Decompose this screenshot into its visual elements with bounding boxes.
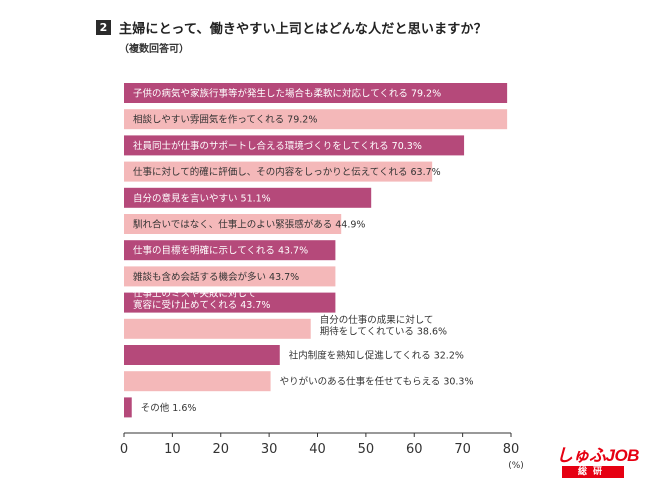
bar-7 bbox=[124, 240, 336, 261]
bar-label-1: 子供の病気や家族行事等が発生した場合も柔軟に対応してくれる 79.2% bbox=[133, 88, 441, 100]
bar-2 bbox=[124, 109, 508, 130]
bar-label-3: 社員同士が仕事のサポートし合える環境づくりをしてくれる 70.3% bbox=[133, 140, 422, 152]
x-axis-unit: (%) bbox=[508, 461, 524, 471]
bar-8 bbox=[124, 266, 336, 287]
bar-3 bbox=[124, 135, 465, 156]
brand-logo-sub: 総研 bbox=[562, 466, 624, 478]
brand-logo: しゅふJOB 総研 bbox=[556, 446, 639, 478]
bar-label-5: 自分の意見を言いやすい 51.1% bbox=[133, 192, 271, 204]
x-tick-label-50: 50 bbox=[358, 442, 375, 457]
x-tick-label-20: 20 bbox=[212, 442, 229, 457]
question-subtitle: （複数回答可） bbox=[119, 44, 189, 55]
bar-label-11: 社内制度を熟知し促進してくれる 32.2% bbox=[289, 350, 464, 362]
x-tick-label-30: 30 bbox=[261, 442, 278, 457]
bar-label-12: やりがいのある仕事を任せてもらえる 30.3% bbox=[280, 376, 474, 388]
x-tick-label-0: 0 bbox=[120, 442, 128, 457]
bar-label-2: 相談しやすい雰囲気を作ってくれる 79.2% bbox=[133, 114, 317, 126]
brand-logo-main: しゅふJOB bbox=[556, 446, 639, 465]
question-number-badge: 2 bbox=[96, 20, 111, 35]
bar-11 bbox=[124, 345, 280, 365]
bar-label-10: 自分の仕事の成果に対して bbox=[320, 314, 434, 326]
bar-5 bbox=[124, 187, 372, 208]
bar-label-10: 期待をしてくれている 38.6% bbox=[320, 325, 447, 337]
bar-label-9: 仕事上のミスや失敗に対して bbox=[133, 288, 256, 300]
x-tick-label-60: 60 bbox=[406, 442, 423, 457]
bar-label-8: 雑談も含め会話する機会が多い 43.7% bbox=[133, 271, 299, 283]
question-title: 主婦にとって、働きやすい上司とはどんな人だと思いますか？ bbox=[119, 22, 487, 37]
bar-4 bbox=[124, 161, 433, 182]
x-tick-label-80: 80 bbox=[503, 442, 520, 457]
bar-label-6: 馴れ合いではなく、仕事上のよい緊張感がある 44.9% bbox=[133, 219, 365, 231]
x-tick-label-40: 40 bbox=[309, 442, 326, 457]
bar-1 bbox=[124, 83, 508, 103]
bar-13 bbox=[124, 397, 132, 418]
bar-label-7: 仕事の目標を明確に示してくれる 43.7% bbox=[133, 245, 308, 257]
x-tick-label-70: 70 bbox=[454, 442, 471, 457]
bar-label-13: その他 1.6% bbox=[141, 402, 197, 414]
bar-6 bbox=[124, 214, 342, 234]
bar-10 bbox=[124, 318, 311, 339]
bar-9 bbox=[124, 292, 336, 313]
bar-12 bbox=[124, 371, 271, 392]
x-tick-label-10: 10 bbox=[164, 442, 181, 457]
bar-label-9: 寛容に受け止めてくれる 43.7% bbox=[133, 299, 270, 311]
bar-label-4: 仕事に対して的確に評価し、その内容をしっかりと伝えてくれる 63.7% bbox=[133, 166, 441, 178]
